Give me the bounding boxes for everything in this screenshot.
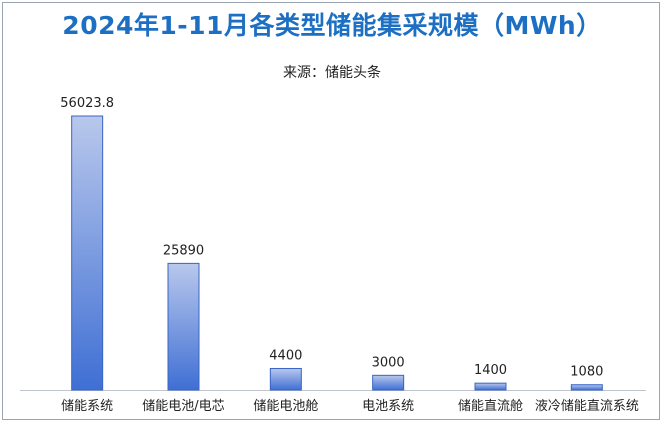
category-label-2: 储能电池/电芯	[142, 399, 224, 414]
chart-subtitle: 来源：储能头条	[283, 65, 381, 81]
value-label-1: 56023.8	[60, 96, 114, 111]
bar-3	[269, 367, 302, 391]
value-label-2: 25890	[163, 243, 204, 258]
bar-1	[71, 115, 104, 391]
bar-5	[474, 382, 507, 391]
chart-frame	[2, 2, 660, 420]
category-label-3: 储能电池舱	[253, 399, 318, 414]
chart-title: 2024年1-11月各类型储能集采规模（MWh）	[62, 11, 602, 40]
value-label-3: 4400	[269, 348, 302, 363]
value-label-6: 1080	[570, 365, 603, 380]
bar-4	[372, 374, 405, 391]
category-label-6: 液冷储能直流系统	[535, 399, 639, 414]
category-label-5: 储能直流舱	[458, 399, 523, 414]
category-label-4: 电池系统	[362, 399, 414, 414]
bar-6	[570, 384, 603, 391]
category-label-1: 储能系统	[61, 399, 113, 414]
bar-2	[167, 262, 200, 391]
value-label-5: 1400	[474, 363, 507, 378]
value-label-4: 3000	[372, 355, 405, 370]
